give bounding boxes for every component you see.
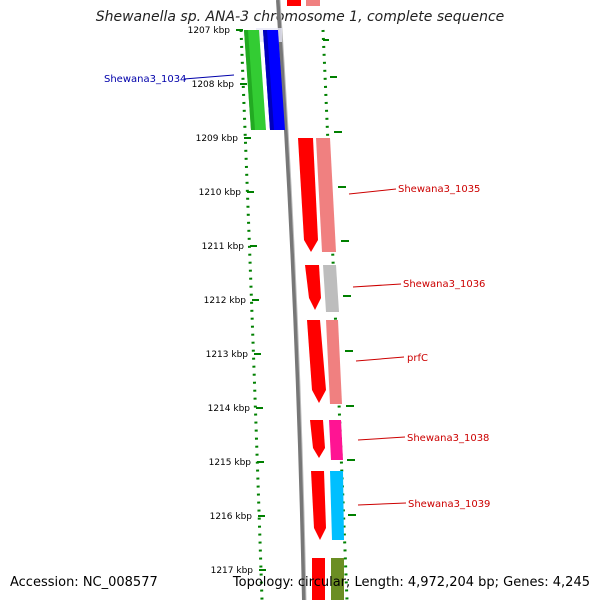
scale-tick-label: 1207 kbp xyxy=(188,26,231,36)
feature-1035-red xyxy=(298,138,318,252)
topology-text: Topology: circular; Length: 4,972,204 bp… xyxy=(232,575,590,590)
feature-1038-magenta xyxy=(329,420,343,460)
scale-tick-label: 1211 kbp xyxy=(202,242,245,252)
scale-tick-label: 1212 kbp xyxy=(204,296,247,306)
backbone-highlight xyxy=(279,0,307,600)
feature-bottom-red xyxy=(312,558,325,600)
feature-1036-grey xyxy=(323,265,339,312)
inner-dotted-ring xyxy=(239,29,264,600)
scale-tick-label: 1213 kbp xyxy=(206,350,249,360)
feature-green-shade xyxy=(244,30,255,130)
scale-tick-label: 1210 kbp xyxy=(199,188,242,198)
outer-ticks xyxy=(323,39,356,516)
feature-1039-cyan xyxy=(330,471,344,540)
gene-label-1039[interactable]: Shewana3_1039 xyxy=(408,499,490,510)
feature-top-red xyxy=(287,0,301,6)
accession-text: Accession: NC_008577 xyxy=(10,575,158,590)
map-title: Shewanella sp. ANA-3 chromosome 1, compl… xyxy=(95,9,505,25)
scale-tick-label: 1209 kbp xyxy=(196,134,239,144)
feature-blue-shade xyxy=(263,30,274,130)
gene-label-prfc[interactable]: prfC xyxy=(407,353,428,364)
feature-1036-red xyxy=(305,265,321,310)
backbone-ring xyxy=(276,0,306,600)
scale-tick-label: 1215 kbp xyxy=(209,458,252,468)
feature-prfc-light xyxy=(326,320,342,404)
scale-ticks: 1207 kbp 1208 kbp 1209 kbp 1210 kbp 1211 kbp… xyxy=(188,26,266,576)
scale-tick-label: 1217 kbp xyxy=(211,566,254,576)
label-leaders xyxy=(183,74,407,506)
scale-tick-label: 1208 kbp xyxy=(192,80,235,90)
feature-1039-red xyxy=(311,471,326,540)
feature-bottom-olive xyxy=(331,558,344,600)
scale-tick-label: 1216 kbp xyxy=(210,512,253,522)
gene-label-1034[interactable]: Shewana3_1034 xyxy=(104,74,186,85)
feature-prfc-red xyxy=(307,320,326,403)
feature-1038-red xyxy=(310,420,325,458)
feature-top-light xyxy=(306,0,320,6)
gene-label-1036[interactable]: Shewana3_1036 xyxy=(403,279,485,290)
scale-tick-label: 1214 kbp xyxy=(208,404,251,414)
gene-label-1035[interactable]: Shewana3_1035 xyxy=(398,184,480,195)
feature-1035-light xyxy=(316,138,336,252)
gene-label-1038[interactable]: Shewana3_1038 xyxy=(407,433,489,444)
